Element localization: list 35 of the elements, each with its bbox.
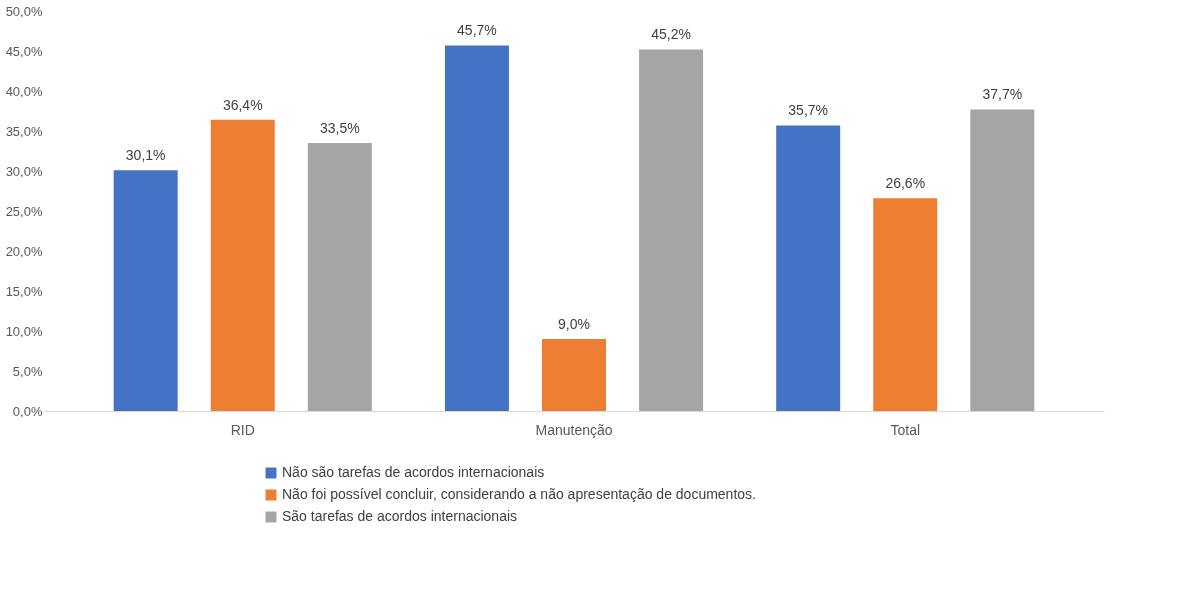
bar [776,125,841,411]
data-label: 35,7% [788,102,829,119]
data-label: 33,5% [319,120,360,136]
legend-label: Não são tarefas de acordos internacionais [282,464,545,480]
legend-label: São tarefas de acordos internacionais [282,508,518,524]
bar [113,170,178,411]
y-tick-label: 25,0% [5,203,43,219]
bar [639,49,704,411]
data-label: 26,6% [885,175,926,192]
data-label: 36,4% [222,96,263,113]
data-label: 30,1% [125,147,166,164]
bar [444,45,509,411]
x-tick-label: Total [890,421,921,438]
data-label: 37,7% [982,86,1023,103]
bar [210,119,275,411]
y-tick-label: 10,0% [5,323,43,339]
data-label: 45,2% [651,26,691,43]
bar [307,143,372,411]
y-tick-label: 35,0% [5,123,43,139]
y-tick-label: 0,0% [12,403,43,419]
bar [970,109,1035,411]
y-tick-label: 40,0% [5,83,43,99]
x-tick-label: RID [230,421,255,438]
y-tick-label: 45,0% [5,43,43,59]
y-tick-label: 30,0% [5,163,43,179]
x-tick-label: Manutenção [535,421,613,438]
y-tick-label: 20,0% [5,243,43,259]
bar [542,339,606,411]
y-tick-label: 15,0% [5,283,43,299]
data-label: 45,7% [457,22,497,39]
y-tick-label: 50,0% [5,3,43,19]
bar [873,198,938,411]
legend-label: Não foi possível concluir, considerando a não apresentação de documentos. [282,486,756,502]
y-tick-label: 5,0% [12,363,43,379]
data-label: 9,0% [558,316,590,332]
